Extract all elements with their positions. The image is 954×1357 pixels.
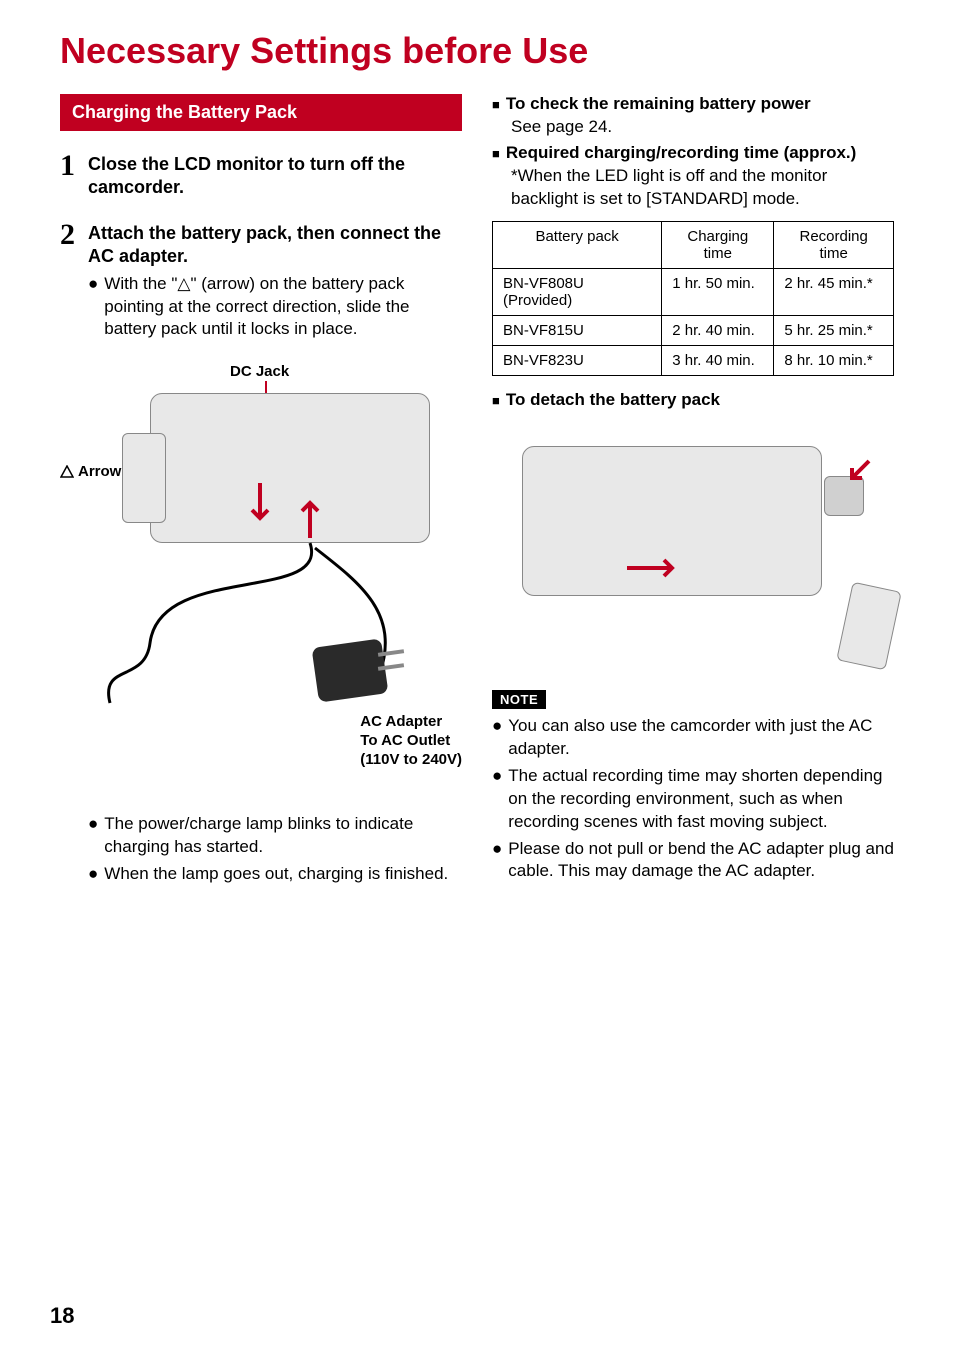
bullet-dot-icon: ●	[88, 813, 98, 836]
detach-heading: ■ To detach the battery pack	[492, 390, 894, 410]
table-cell: BN-VF815U	[493, 315, 662, 345]
bullet-dot-icon: ●	[88, 273, 98, 296]
voltage-label: (110V to 240V)	[360, 751, 462, 770]
table-cell: 2 hr. 40 min.	[662, 315, 774, 345]
detach-diagram	[492, 416, 894, 676]
table-cell: BN-VF808U (Provided)	[493, 268, 662, 315]
bullet-text: When the lamp goes out, charging is fini…	[104, 863, 448, 886]
square-bullet-icon: ■	[492, 146, 500, 161]
info-bullet: ● When the lamp goes out, charging is fi…	[88, 863, 462, 886]
ac-adapter-illustration	[312, 639, 389, 703]
step-title: Close the LCD monitor to turn off the ca…	[88, 153, 462, 200]
bullet-dot-icon: ●	[492, 765, 502, 788]
square-bullet-icon: ■	[492, 97, 500, 112]
req-time-title: Required charging/recording time (approx…	[506, 143, 856, 163]
table-cell: 2 hr. 45 min.*	[774, 268, 894, 315]
note-bullet: ● Please do not pull or bend the AC adap…	[492, 838, 894, 884]
table-row: BN-VF823U 3 hr. 40 min. 8 hr. 10 min.*	[493, 345, 894, 375]
ac-adapter-label-group: AC Adapter To AC Outlet (110V to 240V)	[360, 713, 462, 769]
page-number: 18	[50, 1303, 74, 1329]
note-bullets: ● You can also use the camcorder with ju…	[492, 715, 894, 884]
right-column: ■ To check the remaining battery power S…	[492, 94, 894, 890]
section-header-charging: Charging the Battery Pack	[60, 94, 462, 131]
check-power-heading: ■ To check the remaining battery power	[492, 94, 894, 114]
bullet-dot-icon: ●	[88, 863, 98, 886]
step-number: 1	[60, 151, 88, 181]
triangle-icon	[60, 465, 74, 479]
step-number: 2	[60, 220, 88, 250]
bullet-text: With the "△" (arrow) on the battery pack…	[104, 273, 462, 342]
slide-arrow-icon	[622, 556, 682, 591]
table-row: BN-VF815U 2 hr. 40 min. 5 hr. 25 min.*	[493, 315, 894, 345]
table-header-row: Battery pack Charging time Recording tim…	[493, 221, 894, 268]
after-diagram-bullets: ● The power/charge lamp blinks to indica…	[88, 813, 462, 886]
table-row: BN-VF808U (Provided) 1 hr. 50 min. 2 hr.…	[493, 268, 894, 315]
note-bullet: ● The actual recording time may shorten …	[492, 765, 894, 834]
charging-diagram: DC Jack Arrow	[60, 363, 462, 793]
info-bullet: ● The power/charge lamp blinks to indica…	[88, 813, 462, 859]
left-column: Charging the Battery Pack 1 Close the LC…	[60, 94, 462, 890]
bullet-text: The actual recording time may shorten de…	[508, 765, 894, 834]
table-cell: 8 hr. 10 min.*	[774, 345, 894, 375]
bullet-text: You can also use the camcorder with just…	[508, 715, 894, 761]
note-badge: NOTE	[492, 690, 546, 709]
battery-table: Battery pack Charging time Recording tim…	[492, 221, 894, 376]
step-2: 2 Attach the battery pack, then connect …	[60, 222, 462, 346]
ac-adapter-label: AC Adapter	[360, 713, 462, 732]
push-arrow-icon	[844, 456, 874, 491]
ac-outlet-label: To AC Outlet	[360, 732, 462, 751]
step-1: 1 Close the LCD monitor to turn off the …	[60, 153, 462, 204]
table-cell: 3 hr. 40 min.	[662, 345, 774, 375]
detach-title: To detach the battery pack	[506, 390, 720, 410]
battery-pack-illustration	[122, 433, 166, 523]
check-power-body: See page 24.	[511, 116, 894, 139]
step-bullet: ● With the "△" (arrow) on the battery pa…	[88, 273, 462, 342]
note-bullet: ● You can also use the camcorder with ju…	[492, 715, 894, 761]
table-cell: 1 hr. 50 min.	[662, 268, 774, 315]
table-cell: BN-VF823U	[493, 345, 662, 375]
req-time-heading: ■ Required charging/recording time (appr…	[492, 143, 894, 163]
square-bullet-icon: ■	[492, 393, 500, 408]
dc-jack-label: DC Jack	[230, 363, 289, 380]
page-title: Necessary Settings before Use	[60, 30, 894, 72]
table-header: Recording time	[774, 221, 894, 268]
table-header: Charging time	[662, 221, 774, 268]
cable-illustration	[100, 523, 440, 723]
bullet-dot-icon: ●	[492, 838, 502, 861]
bullet-text: The power/charge lamp blinks to indicate…	[104, 813, 462, 859]
table-cell: 5 hr. 25 min.*	[774, 315, 894, 345]
content-columns: Charging the Battery Pack 1 Close the LC…	[60, 94, 894, 890]
req-time-body: *When the LED light is off and the monit…	[511, 165, 894, 211]
camcorder-body-illustration	[150, 393, 430, 543]
bullet-dot-icon: ●	[492, 715, 502, 738]
detached-battery-illustration	[836, 581, 902, 670]
step-title: Attach the battery pack, then connect th…	[88, 222, 462, 269]
arrow-label: Arrow	[78, 463, 121, 480]
check-power-title: To check the remaining battery power	[506, 94, 811, 114]
table-header: Battery pack	[493, 221, 662, 268]
bullet-text: Please do not pull or bend the AC adapte…	[508, 838, 894, 884]
